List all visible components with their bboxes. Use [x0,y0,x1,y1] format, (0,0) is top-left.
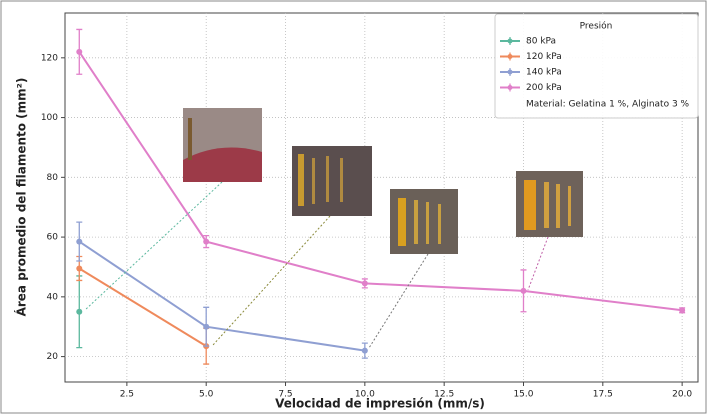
photo-detail [398,198,406,246]
data-point [76,265,82,271]
legend-title: Presión [580,21,613,32]
photo-detail [414,200,418,244]
legend-label: 140 kPa [526,68,562,78]
legend-swatch [508,70,513,75]
data-point [76,309,82,315]
photo-detail [426,202,429,244]
photo-detail [326,156,329,202]
x-tick-label: 2.5 [120,390,134,400]
data-point [520,288,526,294]
data-point [362,348,368,354]
y-tick-label: 80 [47,173,59,183]
y-tick-label: 120 [41,53,58,63]
data-point [203,239,209,245]
x-axis-label: Velocidad de impresión (mm/s) [275,397,485,411]
photo-detail [556,184,560,228]
legend-swatch [508,85,513,90]
photo-detail [524,180,536,230]
y-tick-label: 100 [41,113,58,123]
legend-label: 80 kPa [526,37,556,47]
photo-detail [438,204,441,244]
legend-swatch [508,39,513,44]
photo-detail [340,158,343,202]
photo-detail [544,182,549,228]
legend-swatch [508,54,513,59]
y-tick-label: 60 [47,233,59,243]
y-tick-label: 40 [47,292,59,302]
data-point [203,324,209,330]
y-axis-label: Área promedio del filamento (mm²) [14,78,29,317]
photo-detail [298,154,304,206]
data-point [76,49,82,55]
annotation: Material: Gelatina 1 %, Alginato 3 % [526,100,690,110]
data-point [679,307,685,313]
x-tick-label: 20.0 [672,390,692,400]
photo-detail [568,186,571,226]
legend-label: 200 kPa [526,83,562,93]
data-point [76,239,82,245]
legend-label: 120 kPa [526,52,562,62]
y-tick-label: 20 [47,352,59,362]
chart: 204060801001202.55.07.510.012.515.017.52… [0,0,707,414]
x-tick-label: 5.0 [199,390,214,400]
photo-detail [188,118,192,160]
x-tick-label: 17.5 [593,390,613,400]
legend: Presión Material: Gelatina 1 %, Alginato… [495,14,698,118]
x-tick-label: 15.0 [513,390,533,400]
photo-detail [312,158,315,204]
data-point [362,280,368,286]
